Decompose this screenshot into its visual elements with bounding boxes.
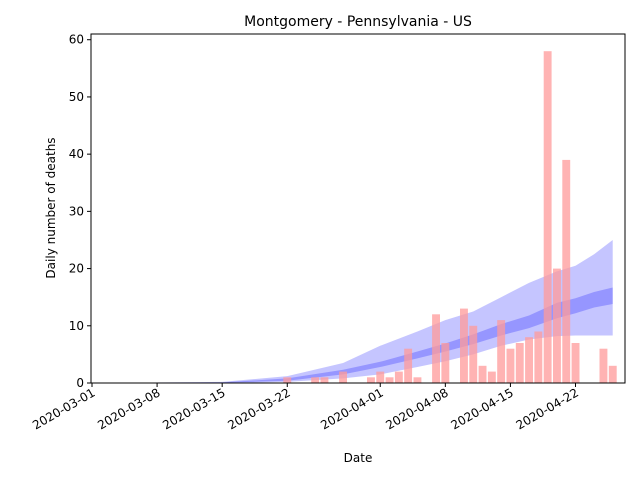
x-tick-label: 2020-03-01 [30, 385, 97, 432]
bar [404, 348, 413, 383]
bar [339, 371, 347, 383]
bar [553, 268, 561, 383]
bar [441, 343, 450, 383]
x-tick-label: 2020-04-01 [318, 385, 385, 432]
bar [562, 159, 571, 383]
bar [506, 348, 515, 383]
bar [394, 371, 403, 383]
y-tick-label: 0 [76, 376, 84, 390]
y-tick-label: 30 [69, 204, 84, 218]
plot-frame [90, 33, 626, 384]
bar [478, 365, 487, 383]
y-tick-label: 10 [69, 319, 84, 333]
y-tick-label: 40 [69, 147, 84, 161]
bar [283, 377, 292, 383]
outer-band [92, 240, 613, 383]
bar [608, 365, 617, 383]
bar [311, 377, 320, 383]
bar [571, 343, 580, 383]
x-axis-label: Date [344, 451, 373, 465]
x-tick-label: 2020-03-15 [160, 385, 227, 432]
bar [460, 308, 468, 383]
y-tick-label: 20 [69, 262, 84, 276]
uncertainty-bands [92, 240, 613, 383]
x-tick-label: 2020-04-22 [514, 385, 581, 432]
bar [376, 371, 385, 383]
bar-series [283, 51, 617, 383]
bar [515, 343, 524, 383]
y-tick-label: 50 [69, 90, 84, 104]
x-tick-label: 2020-03-22 [225, 385, 292, 432]
x-tick-label: 2020-04-15 [448, 385, 515, 432]
bar [487, 371, 496, 383]
bar [534, 331, 543, 383]
bar [385, 377, 394, 383]
bar [543, 51, 552, 383]
bar [367, 377, 375, 383]
y-axis-ticks: 0 10 20 30 40 50 60 [69, 33, 91, 390]
bar [432, 314, 440, 383]
chart-title: Montgomery - Pennsylvania - US [244, 14, 472, 30]
x-tick-label: 2020-04-08 [383, 385, 450, 432]
bar [525, 337, 533, 383]
y-tick-label: 60 [69, 33, 84, 47]
bar [320, 377, 329, 383]
bar [469, 325, 478, 383]
bar [497, 320, 506, 383]
bar [413, 377, 422, 383]
y-axis-label: Daily number of deaths [44, 137, 58, 278]
axes [90, 33, 626, 384]
x-axis-ticks: 2020-03-012020-03-082020-03-152020-03-22… [30, 383, 581, 432]
x-tick-label: 2020-03-08 [95, 385, 162, 432]
bar [599, 348, 608, 383]
